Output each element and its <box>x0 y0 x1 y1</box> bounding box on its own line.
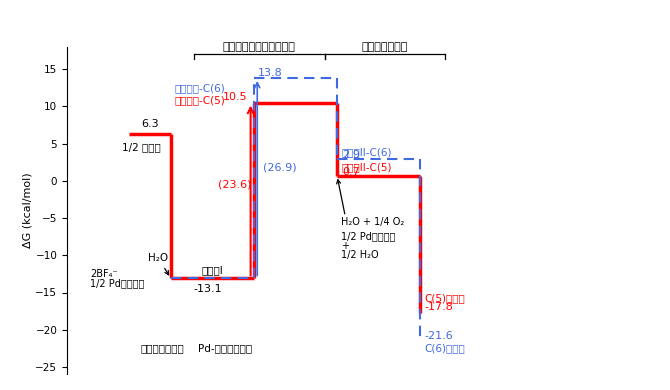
Text: 遷移状態-C(6): 遷移状態-C(6) <box>174 83 225 93</box>
Text: 13.8: 13.8 <box>258 68 283 78</box>
Text: 1/2 二量体: 1/2 二量体 <box>123 142 161 152</box>
Text: 6.3: 6.3 <box>141 119 159 129</box>
Text: 0.7: 0.7 <box>342 167 360 177</box>
Text: 10.5: 10.5 <box>223 92 248 103</box>
Text: 1/2 H₂O: 1/2 H₂O <box>341 250 379 260</box>
Text: 中間体II-C(5): 中間体II-C(5) <box>342 162 393 172</box>
Text: -13.1: -13.1 <box>194 284 222 294</box>
Text: 芳香族ラジカル置換反応: 芳香族ラジカル置換反応 <box>222 43 295 52</box>
Text: H₂O + 1/4 O₂: H₂O + 1/4 O₂ <box>341 217 405 227</box>
Text: C(5)生成物: C(5)生成物 <box>424 293 465 303</box>
Text: 持続性ラジカル: 持続性ラジカル <box>141 343 184 353</box>
Text: (23.6): (23.6) <box>218 179 252 190</box>
Text: (26.9): (26.9) <box>263 162 297 172</box>
Text: -21.6: -21.6 <box>424 331 453 341</box>
Text: 中間体I: 中間体I <box>202 265 223 275</box>
Text: 2.9: 2.9 <box>342 150 360 160</box>
Text: 2BF₄⁻: 2BF₄⁻ <box>90 269 117 279</box>
Text: C(6)生成物: C(6)生成物 <box>424 343 465 353</box>
Text: 中間体II-C(6): 中間体II-C(6) <box>342 147 393 158</box>
Text: 遷移状態-C(5): 遷移状態-C(5) <box>174 96 225 105</box>
Text: 1/2 Pd鎖体触媒: 1/2 Pd鎖体触媒 <box>341 232 395 242</box>
Y-axis label: ΔG (kcal/mol): ΔG (kcal/mol) <box>23 173 33 248</box>
Text: +: + <box>341 241 349 251</box>
Text: 1/2 Pd鎖体触媒: 1/2 Pd鎖体触媒 <box>90 278 144 289</box>
Text: Pd-カテコレート: Pd-カテコレート <box>198 343 252 353</box>
Text: 酸化的芳香族化: 酸化的芳香族化 <box>362 43 408 52</box>
Text: -17.8: -17.8 <box>424 302 453 312</box>
Text: H₂O: H₂O <box>148 253 169 275</box>
